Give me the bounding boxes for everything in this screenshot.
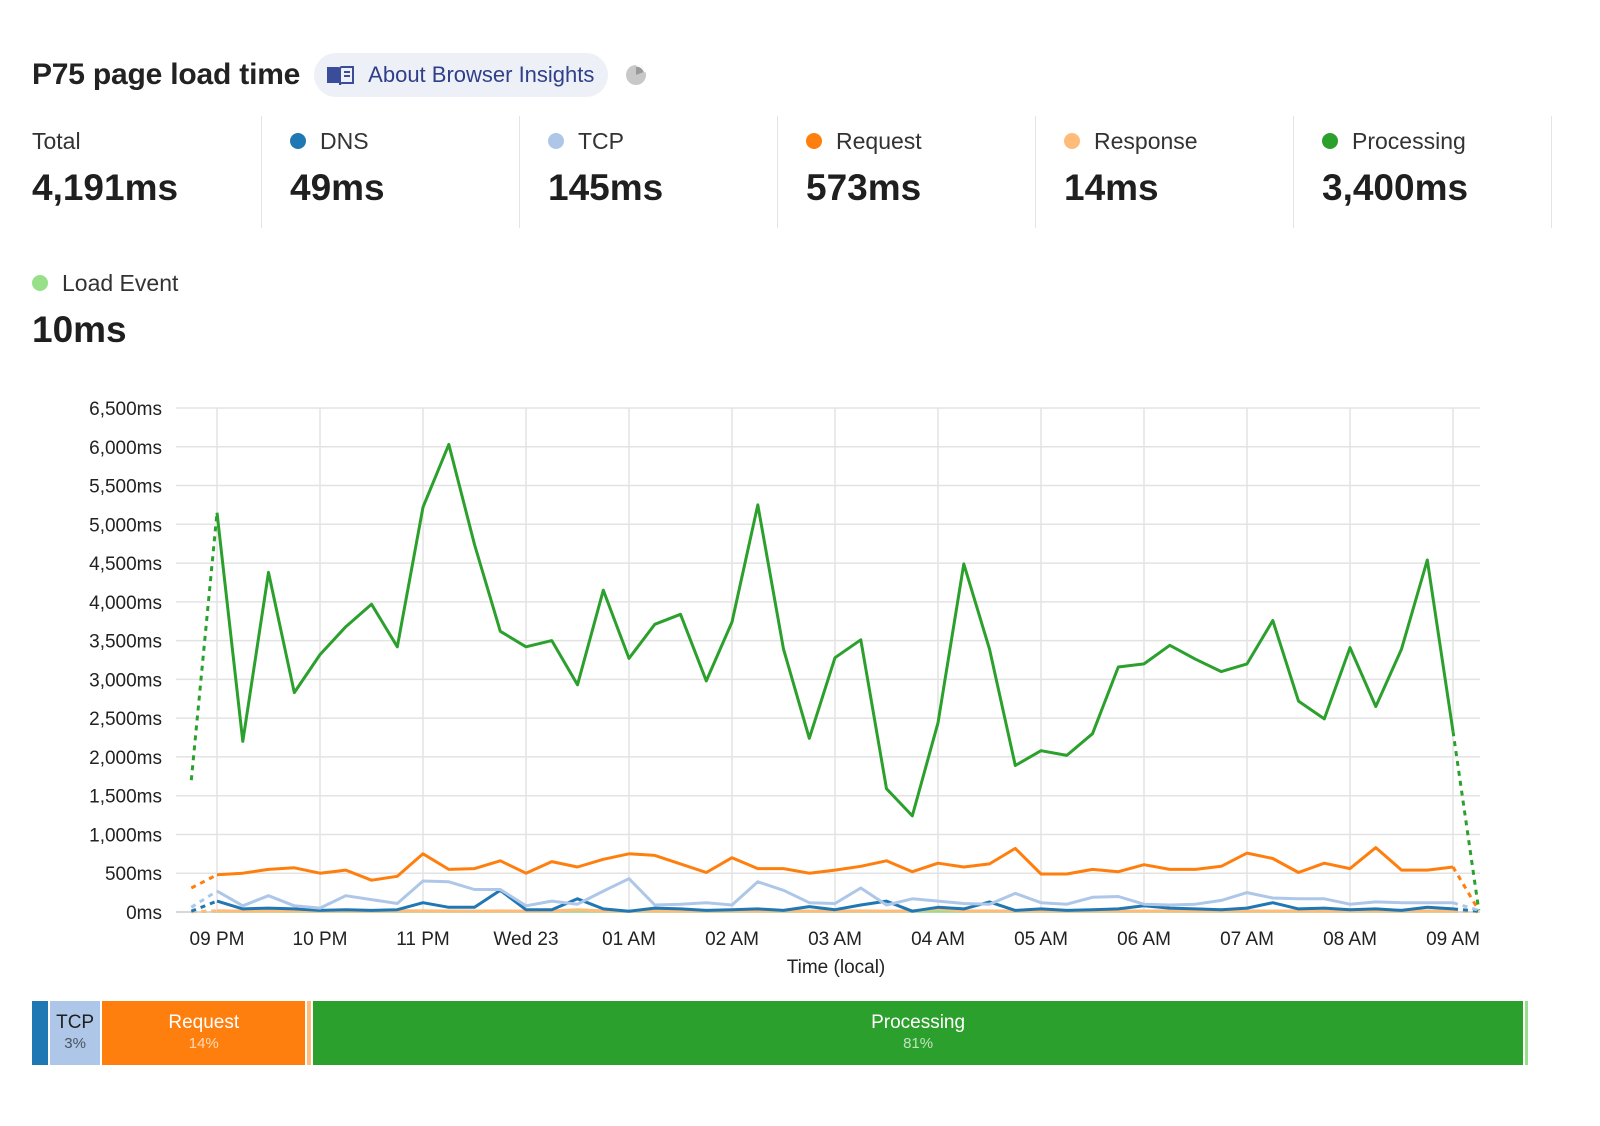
y-tick-label: 1,000ms (89, 825, 162, 846)
breakdown-segment-label: Processing (871, 1012, 966, 1033)
response-legend-dot (1064, 133, 1080, 149)
processing-series-line[interactable] (215, 442, 1455, 818)
request-series-partial-end (1451, 866, 1481, 912)
metric-response: Response 14ms (1036, 116, 1294, 228)
metric-value: 4,191ms (32, 167, 179, 208)
breakdown-bar: TCP 3% Request 14% Processing 81% (32, 1001, 1528, 1065)
metric-label: Total (32, 127, 81, 154)
x-tick-label: 01 AM (602, 929, 656, 950)
tcp-series-line[interactable] (216, 877, 1453, 910)
dns-series-partial-end (1452, 907, 1479, 913)
y-tick-label: 5,500ms (89, 477, 162, 498)
about-browser-insights-button[interactable]: About Browser Insights (314, 53, 609, 97)
load-event-legend-dot (32, 275, 48, 291)
metric-processing: Processing 3,400ms (1294, 116, 1552, 228)
chart-header: P75 page load time About Browser Insight… (32, 52, 648, 98)
x-tick-label: 08 AM (1323, 929, 1377, 950)
request-series-line[interactable] (216, 846, 1454, 882)
x-tick-label: 07 AM (1220, 929, 1274, 950)
metric-total: Total 4,191ms (32, 116, 262, 228)
breakdown-segment-dns[interactable] (32, 1001, 50, 1065)
metric-dns: DNS 49ms (262, 116, 520, 228)
metric-tcp: TCP 145ms (520, 116, 778, 228)
y-tick-label: 5,000ms (89, 515, 162, 536)
y-tick-label: 6,000ms (89, 438, 162, 459)
breakdown-segment-label: TCP (56, 1012, 95, 1033)
timeseries-chart[interactable]: 0ms 500ms 1,000ms 1,500ms 2,000ms 2,500ms 3,00… (0, 380, 1600, 990)
tcp-legend-dot (548, 133, 564, 149)
breakdown-segment-response[interactable] (307, 1001, 314, 1065)
metric-label: Request (836, 127, 922, 154)
breakdown-segment-percent: 81% (903, 1035, 934, 1052)
pie-chart-icon[interactable] (624, 63, 648, 87)
metric-label: Load Event (62, 269, 179, 296)
breakdown-segment-percent: 3% (64, 1035, 86, 1052)
breakdown-segment-request[interactable]: Request 14% (102, 1001, 308, 1065)
breakdown-segment-label: Request (168, 1012, 240, 1033)
book-icon (327, 66, 355, 86)
metric-label-row: Processing (1322, 116, 1551, 166)
response-series-partial-start (191, 909, 218, 914)
metric-label: TCP (578, 127, 624, 154)
y-tick-label: 3,500ms (89, 632, 162, 653)
metric-value: 10ms (32, 309, 127, 350)
metric-load-event: Load Event 10ms (32, 258, 178, 351)
x-tick-label: 10 PM (293, 929, 348, 950)
y-tick-label: 3,000ms (89, 670, 162, 691)
y-tick-label: 2,000ms (89, 748, 162, 769)
dns-series-partial-start (190, 899, 218, 913)
chart-series (189, 442, 1481, 914)
metric-request: Request 573ms (778, 116, 1036, 228)
breakdown-segment-tcp[interactable]: TCP 3% (49, 1001, 103, 1065)
x-tick-label: 03 AM (808, 929, 862, 950)
metrics-row: Total 4,191ms DNS 49ms TCP 145ms Request… (32, 116, 1572, 228)
x-tick-label: 09 AM (1426, 929, 1480, 950)
dns-series-line[interactable] (216, 888, 1454, 913)
metric-value: 573ms (806, 167, 922, 208)
dns-legend-dot (290, 133, 306, 149)
metric-value: 49ms (290, 167, 385, 208)
metric-label-row: Load Event (32, 258, 178, 308)
y-tick-label: 1,500ms (89, 787, 162, 808)
y-tick-label: 4,000ms (89, 593, 162, 614)
metric-value: 14ms (1064, 167, 1159, 208)
metric-label: DNS (320, 127, 369, 154)
x-tick-label: 02 AM (705, 929, 759, 950)
x-tick-label: 06 AM (1117, 929, 1171, 950)
x-tick-label: 09 PM (190, 929, 245, 950)
metric-value: 3,400ms (1322, 167, 1469, 208)
y-tick-label: 4,500ms (89, 554, 162, 575)
y-tick-label: 6,500ms (89, 399, 162, 420)
metric-label: Processing (1352, 127, 1466, 154)
breakdown-segment-load-event[interactable] (1524, 1001, 1528, 1065)
y-tick-label: 2,500ms (89, 709, 162, 730)
metric-label-row: Response (1064, 116, 1293, 166)
metric-label: Response (1094, 127, 1198, 154)
y-axis: 0ms 500ms 1,000ms 1,500ms 2,000ms 2,500ms 3,00… (89, 399, 162, 924)
processing-series-partial-start (189, 512, 219, 781)
metric-label-row: DNS (290, 116, 519, 166)
request-series-partial-start (190, 873, 218, 890)
metric-label-row: TCP (548, 116, 777, 166)
tcp-series-partial-end (1452, 901, 1480, 912)
x-tick-label: 04 AM (911, 929, 965, 950)
breakdown-segment-percent: 14% (188, 1035, 219, 1052)
page-title: P75 page load time (32, 58, 301, 91)
breakdown-segment-processing[interactable]: Processing 81% (313, 1001, 1525, 1065)
about-browser-insights-label: About Browser Insights (368, 62, 595, 87)
y-tick-label: 0ms (126, 903, 162, 924)
x-axis: 09 PM 10 PM 11 PM Wed 23 01 AM 02 AM 03 AM 04 A… (176, 911, 1480, 950)
x-tick-label: 05 AM (1014, 929, 1068, 950)
request-legend-dot (806, 133, 822, 149)
x-tick-label: Wed 23 (493, 929, 558, 950)
metric-value: 145ms (548, 167, 664, 208)
x-axis-title: Time (local) (787, 957, 886, 978)
y-tick-label: 500ms (105, 864, 162, 885)
processing-legend-dot (1322, 133, 1338, 149)
processing-series-partial-end (1451, 731, 1481, 911)
x-tick-label: 11 PM (396, 929, 450, 950)
metric-label-row: Request (806, 116, 1035, 166)
